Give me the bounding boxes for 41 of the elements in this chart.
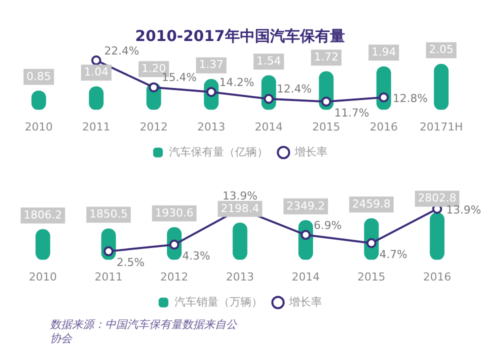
x-tick-label: 2015: [357, 270, 386, 284]
source-note: 数据来源：中国汽车保有量数据来自公: [50, 318, 238, 332]
x-tick-label: 2010: [28, 270, 57, 284]
x-tick-label: 2016: [370, 120, 398, 134]
x-tick-label: 2016: [423, 270, 452, 284]
x-tick-label: 20171H: [420, 120, 463, 134]
data-label: 4.7%: [379, 248, 408, 261]
data-label: 14.2%: [219, 76, 254, 89]
legend-label: 汽车销量（万辆）: [174, 295, 262, 308]
point: [378, 92, 389, 102]
bar: [434, 64, 449, 110]
x-tick-label: 2013: [197, 120, 226, 134]
data-label: 4.3%: [182, 249, 210, 262]
data-label: 22.4%: [104, 44, 140, 58]
x-tick-label: 2011: [94, 270, 123, 284]
data-label: 6.9%: [314, 218, 342, 232]
data-label: 13.9%: [446, 204, 482, 217]
data-label: 12.4%: [276, 82, 312, 96]
point: [148, 82, 159, 92]
data-label: 11.7%: [334, 106, 370, 120]
bar: [430, 212, 444, 260]
data-label: 2.5%: [116, 256, 145, 270]
x-tick-label: 2014: [254, 120, 283, 134]
x-tick-label: 2012: [160, 270, 188, 284]
legend-label: 汽车保有量（亿辆）: [169, 145, 268, 158]
point: [321, 96, 332, 107]
data-label: 12.8%: [392, 92, 428, 106]
x-tick-label: 2013: [226, 270, 254, 284]
x-tick-label: 2015: [312, 120, 340, 134]
point: [91, 55, 102, 66]
point: [264, 94, 274, 104]
x-tick-label: 2011: [82, 120, 110, 134]
chart-title: 2010-2017年中国汽车保有量: [135, 26, 345, 45]
x-tick-label: 2014: [292, 270, 320, 284]
point: [104, 246, 114, 256]
text: 协会: [50, 332, 74, 346]
legend-label: 增长率: [294, 145, 328, 158]
legend-label: 增长率: [288, 295, 322, 308]
data-label: 13.9%: [222, 190, 258, 203]
x-tick-label: 2012: [140, 120, 168, 134]
x-tick-label: 2010: [24, 120, 53, 134]
